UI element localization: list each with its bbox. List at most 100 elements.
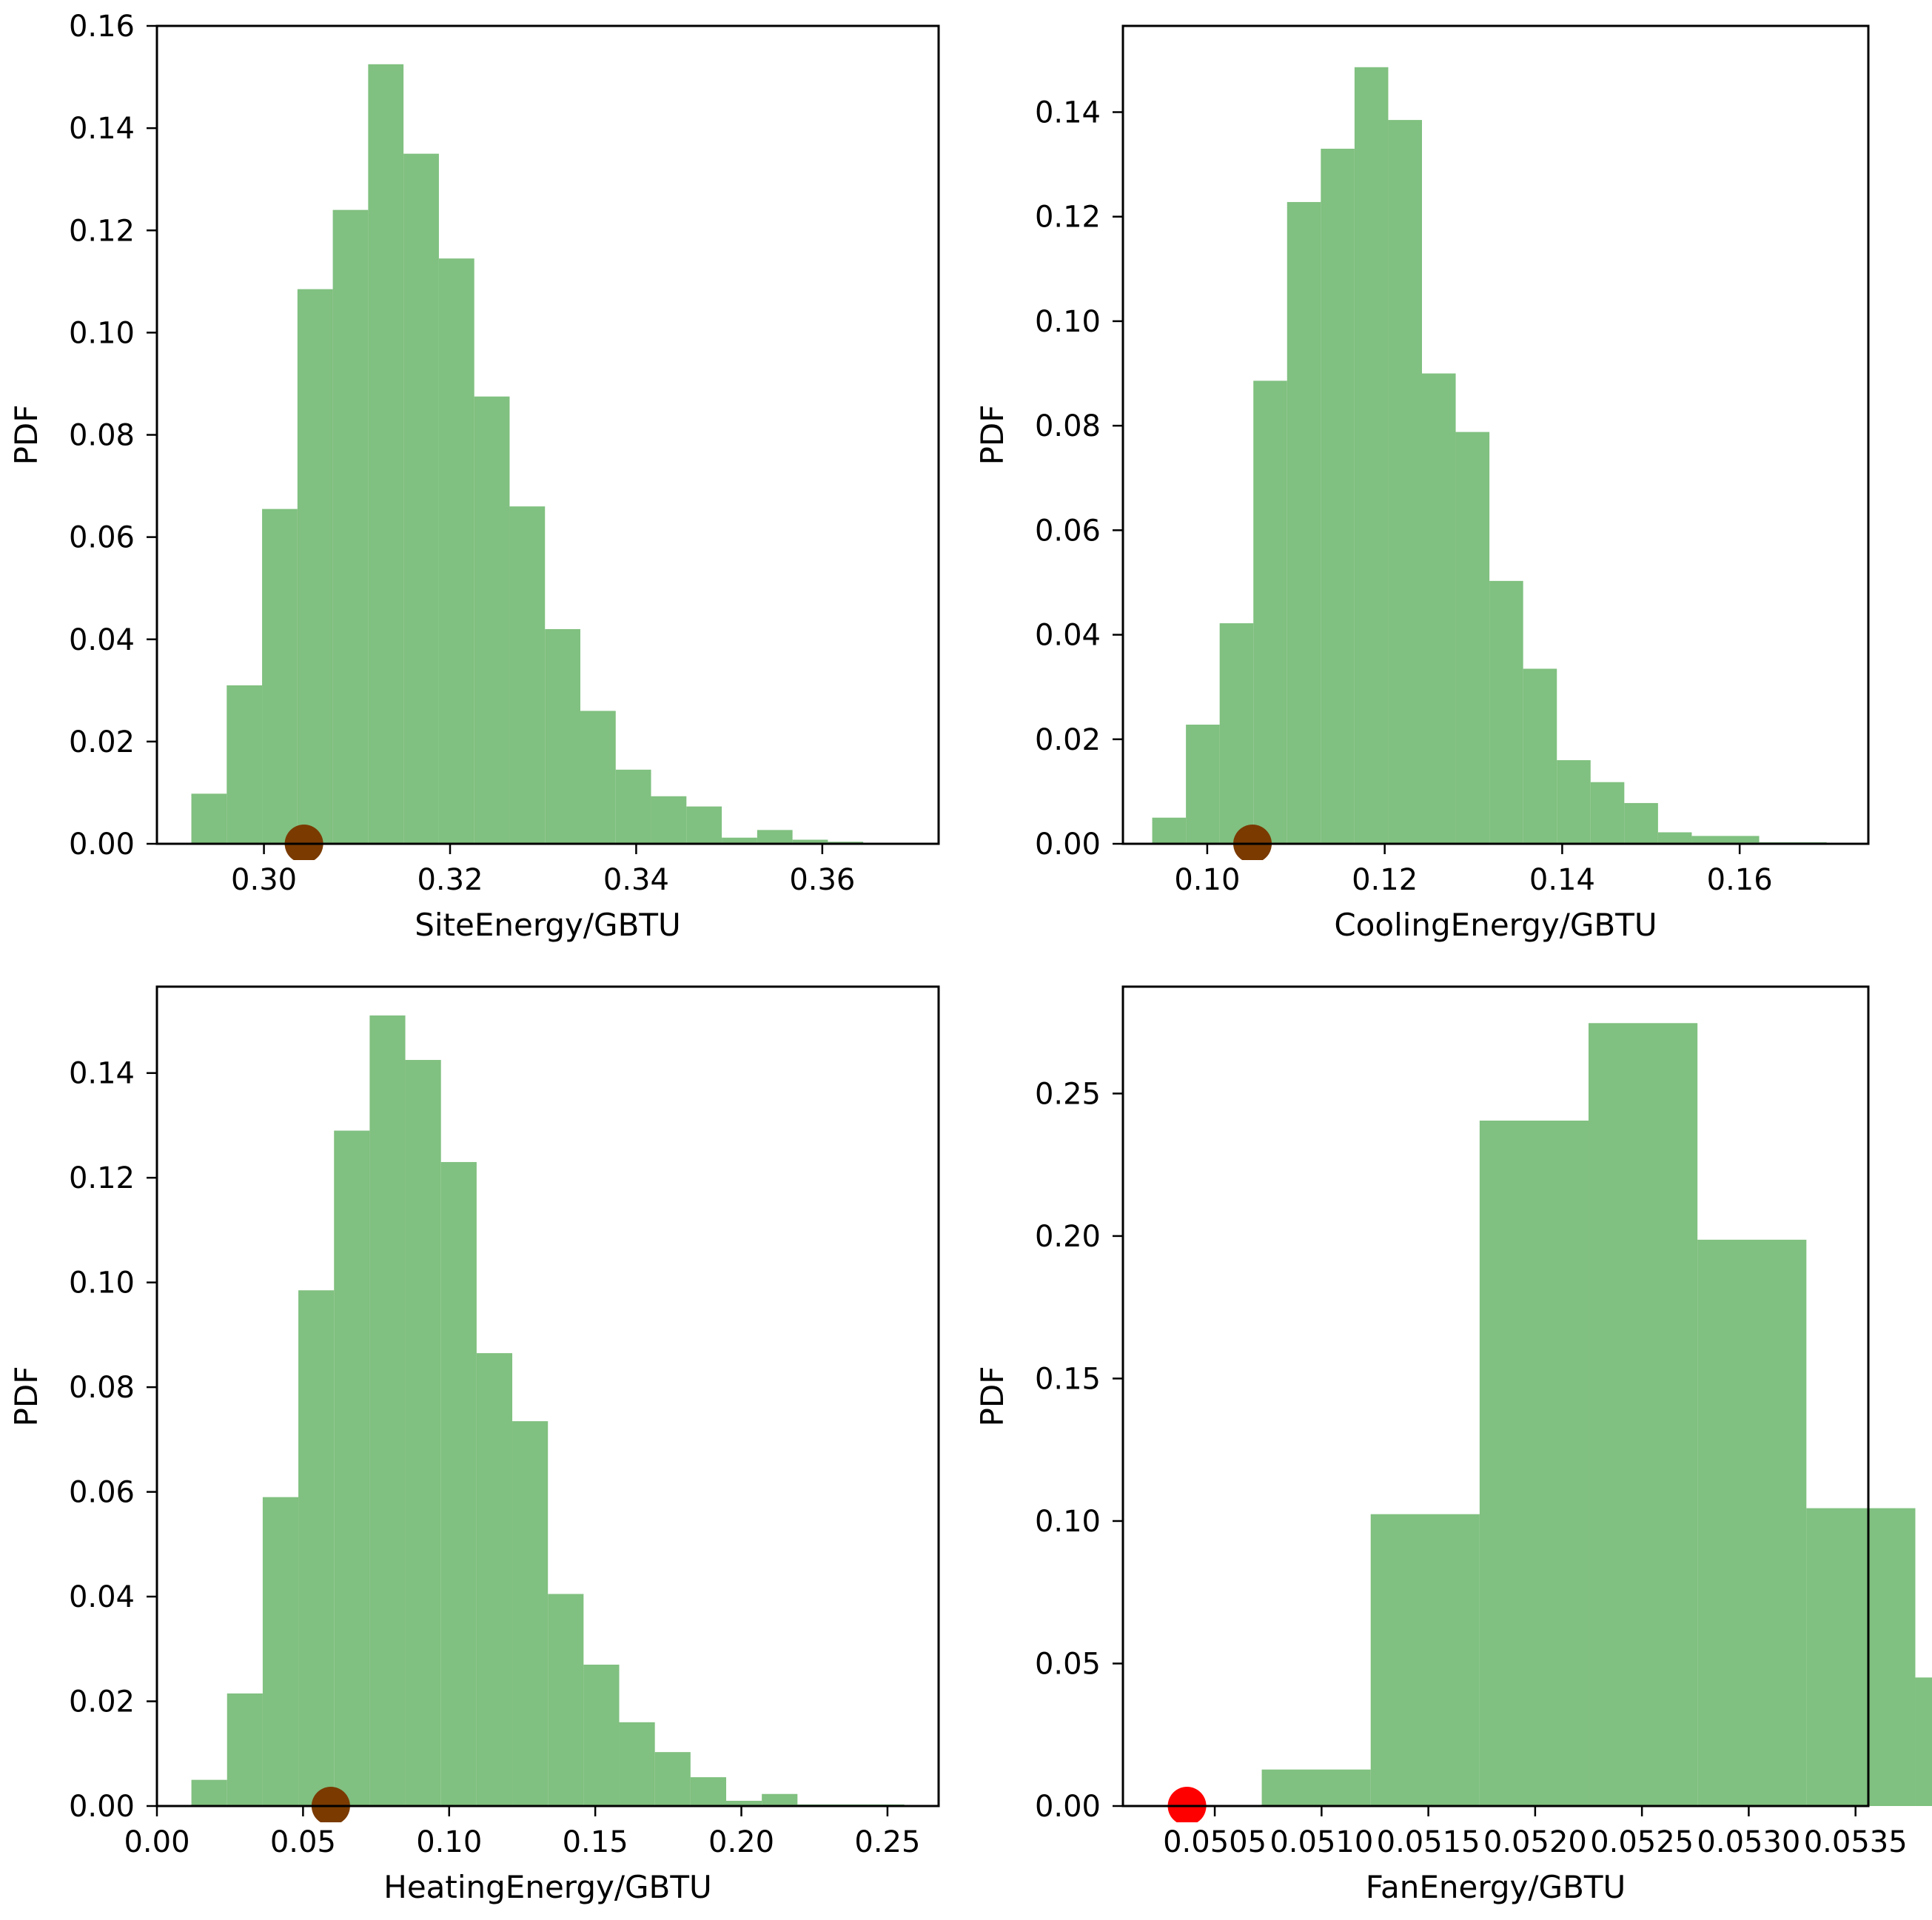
y-tick-label-fan-2: 0.10 — [1035, 1505, 1101, 1539]
bar-cooling-15 — [1657, 832, 1692, 844]
y-tick-label-fan-3: 0.15 — [1035, 1362, 1101, 1396]
y-tick-label-site-4: 0.08 — [69, 419, 135, 453]
bar-cooling-13 — [1590, 782, 1625, 844]
y-tick-label-fan-1: 0.05 — [1035, 1647, 1101, 1681]
bar-heating-8 — [476, 1353, 513, 1806]
bar-cooling-11 — [1523, 668, 1557, 844]
y-tick-label-cooling-5: 0.10 — [1035, 305, 1101, 339]
bar-heating-7 — [440, 1161, 477, 1806]
bar-heating-12 — [619, 1722, 655, 1806]
bar-site-12 — [615, 769, 651, 844]
y-axis-label-cooling: PDF — [974, 405, 1010, 466]
x-tick-label-fan-1: 0.0510 — [1269, 1825, 1373, 1859]
x-tick-label-cooling-2: 0.14 — [1529, 863, 1595, 897]
bar-heating-10 — [548, 1594, 584, 1806]
y-tick-label-heating-6: 0.12 — [69, 1161, 135, 1195]
bar-cooling-5 — [1321, 148, 1355, 844]
plot-frame-cooling — [1121, 24, 1870, 845]
bar-site-8 — [474, 396, 510, 844]
bar-heating-14 — [690, 1777, 727, 1806]
y-tick-label-heating-4: 0.08 — [69, 1371, 135, 1405]
bar-site-2 — [262, 508, 298, 844]
bar-fan-2 — [1479, 1120, 1589, 1806]
y-axis-label-heating: PDF — [8, 1366, 44, 1427]
y-tick-label-site-0: 0.00 — [69, 828, 135, 862]
y-tick-label-heating-5: 0.10 — [69, 1266, 135, 1300]
bar-cooling-4 — [1287, 201, 1321, 844]
y-tick-label-cooling-6: 0.12 — [1035, 201, 1101, 235]
x-tick-label-fan-6: 0.0535 — [1804, 1825, 1908, 1859]
marker-point-site — [284, 825, 323, 860]
marker-point-heating — [311, 1787, 350, 1822]
chart-panel-heating: 0.00 0.05 0.10 0.15 0.20 0.25 0.00 0.02 0.04 0.06… — [8, 985, 940, 1905]
bar-heating-13 — [654, 1752, 691, 1806]
y-tick-label-cooling-1: 0.02 — [1035, 723, 1101, 757]
x-tick-label-fan-2: 0.0515 — [1377, 1825, 1480, 1859]
bar-site-4 — [332, 209, 369, 844]
bar-cooling-17 — [1725, 836, 1760, 844]
bar-site-5 — [368, 64, 404, 844]
bar-site-3 — [297, 289, 333, 844]
bar-site-6 — [403, 153, 439, 844]
x-tick-label-fan-0: 0.0505 — [1163, 1825, 1267, 1859]
bar-fan-6 — [1915, 1677, 1932, 1806]
y-tick-label-fan-5: 0.25 — [1035, 1077, 1101, 1111]
bar-cooling-7 — [1388, 120, 1422, 844]
chart-panel-cooling: 0.10 0.12 0.14 0.16 0.00 0.02 0.04 0.06 0.08 0.10… — [974, 24, 1870, 943]
x-tick-label-heating-0: 0.00 — [124, 1825, 189, 1859]
marker-point-fan — [1167, 1787, 1207, 1822]
plot-frame-fan — [1121, 985, 1870, 1807]
bar-site-14 — [686, 806, 722, 844]
y-tick-label-fan-4: 0.20 — [1035, 1220, 1101, 1254]
bar-site-1 — [227, 685, 263, 844]
x-tick-label-heating-1: 0.05 — [270, 1825, 336, 1859]
bar-heating-6 — [405, 1060, 441, 1806]
bar-site-10 — [545, 628, 580, 844]
bar-cooling-8 — [1421, 373, 1456, 844]
y-tick-label-site-8: 0.16 — [69, 10, 135, 44]
y-tick-label-heating-3: 0.06 — [69, 1476, 135, 1510]
bar-cooling-2 — [1219, 623, 1254, 844]
chart-panel-site: 0.30 0.32 0.34 0.36 0.00 0.02 0.04 0.06 0.08 0.10… — [8, 10, 940, 943]
bar-cooling-0 — [1152, 817, 1187, 844]
marker-point-cooling — [1233, 825, 1272, 860]
bar-site-13 — [651, 796, 687, 844]
y-axis-label-fan: PDF — [974, 1366, 1010, 1427]
bar-cooling-10 — [1489, 580, 1523, 844]
y-tick-label-site-3: 0.06 — [69, 521, 135, 555]
bar-fan-3 — [1589, 1023, 1698, 1806]
y-tick-label-heating-1: 0.02 — [69, 1685, 135, 1719]
bar-cooling-6 — [1354, 67, 1389, 845]
x-axis-label-cooling: CoolingEnergy/GBTU — [1334, 907, 1657, 943]
x-axis-label-fan: FanEnergy/GBTU — [1366, 1869, 1626, 1905]
y-tick-label-site-1: 0.02 — [69, 725, 135, 759]
x-tick-label-heating-3: 0.15 — [563, 1825, 628, 1859]
bar-heating-5 — [369, 1015, 406, 1806]
chart-panel-fan: 0.0505 0.0510 0.0515 0.0520 0.0525 0.0530 0.05… — [974, 985, 1932, 1905]
plot-frame-heating — [155, 985, 940, 1807]
bar-heating-16 — [762, 1793, 798, 1806]
bar-site-17 — [792, 839, 828, 844]
x-tick-label-heating-2: 0.10 — [416, 1825, 482, 1859]
x-tick-label-site-3: 0.36 — [789, 863, 855, 897]
bar-heating-0 — [191, 1779, 227, 1806]
x-tick-label-heating-4: 0.20 — [708, 1825, 774, 1859]
bar-cooling-9 — [1455, 432, 1490, 844]
x-tick-label-site-0: 0.30 — [231, 863, 297, 897]
bar-cooling-16 — [1691, 836, 1725, 844]
bar-heating-2 — [262, 1497, 299, 1806]
bar-site-16 — [757, 830, 793, 844]
y-tick-label-site-7: 0.14 — [69, 112, 135, 146]
bar-fan-1 — [1370, 1514, 1480, 1806]
y-tick-label-heating-2: 0.04 — [69, 1580, 135, 1614]
x-tick-label-site-2: 0.34 — [603, 863, 669, 897]
bar-cooling-12 — [1557, 760, 1591, 844]
x-tick-label-site-1: 0.32 — [417, 863, 483, 897]
y-axis-label-site: PDF — [8, 405, 44, 466]
x-tick-label-heating-5: 0.25 — [854, 1825, 920, 1859]
x-tick-label-fan-4: 0.0525 — [1590, 1825, 1694, 1859]
bar-cooling-14 — [1624, 802, 1658, 844]
x-axis-label-heating: HeatingEnergy/GBTU — [383, 1869, 712, 1905]
bar-site-0 — [191, 793, 227, 844]
y-tick-label-cooling-4: 0.08 — [1035, 409, 1101, 443]
